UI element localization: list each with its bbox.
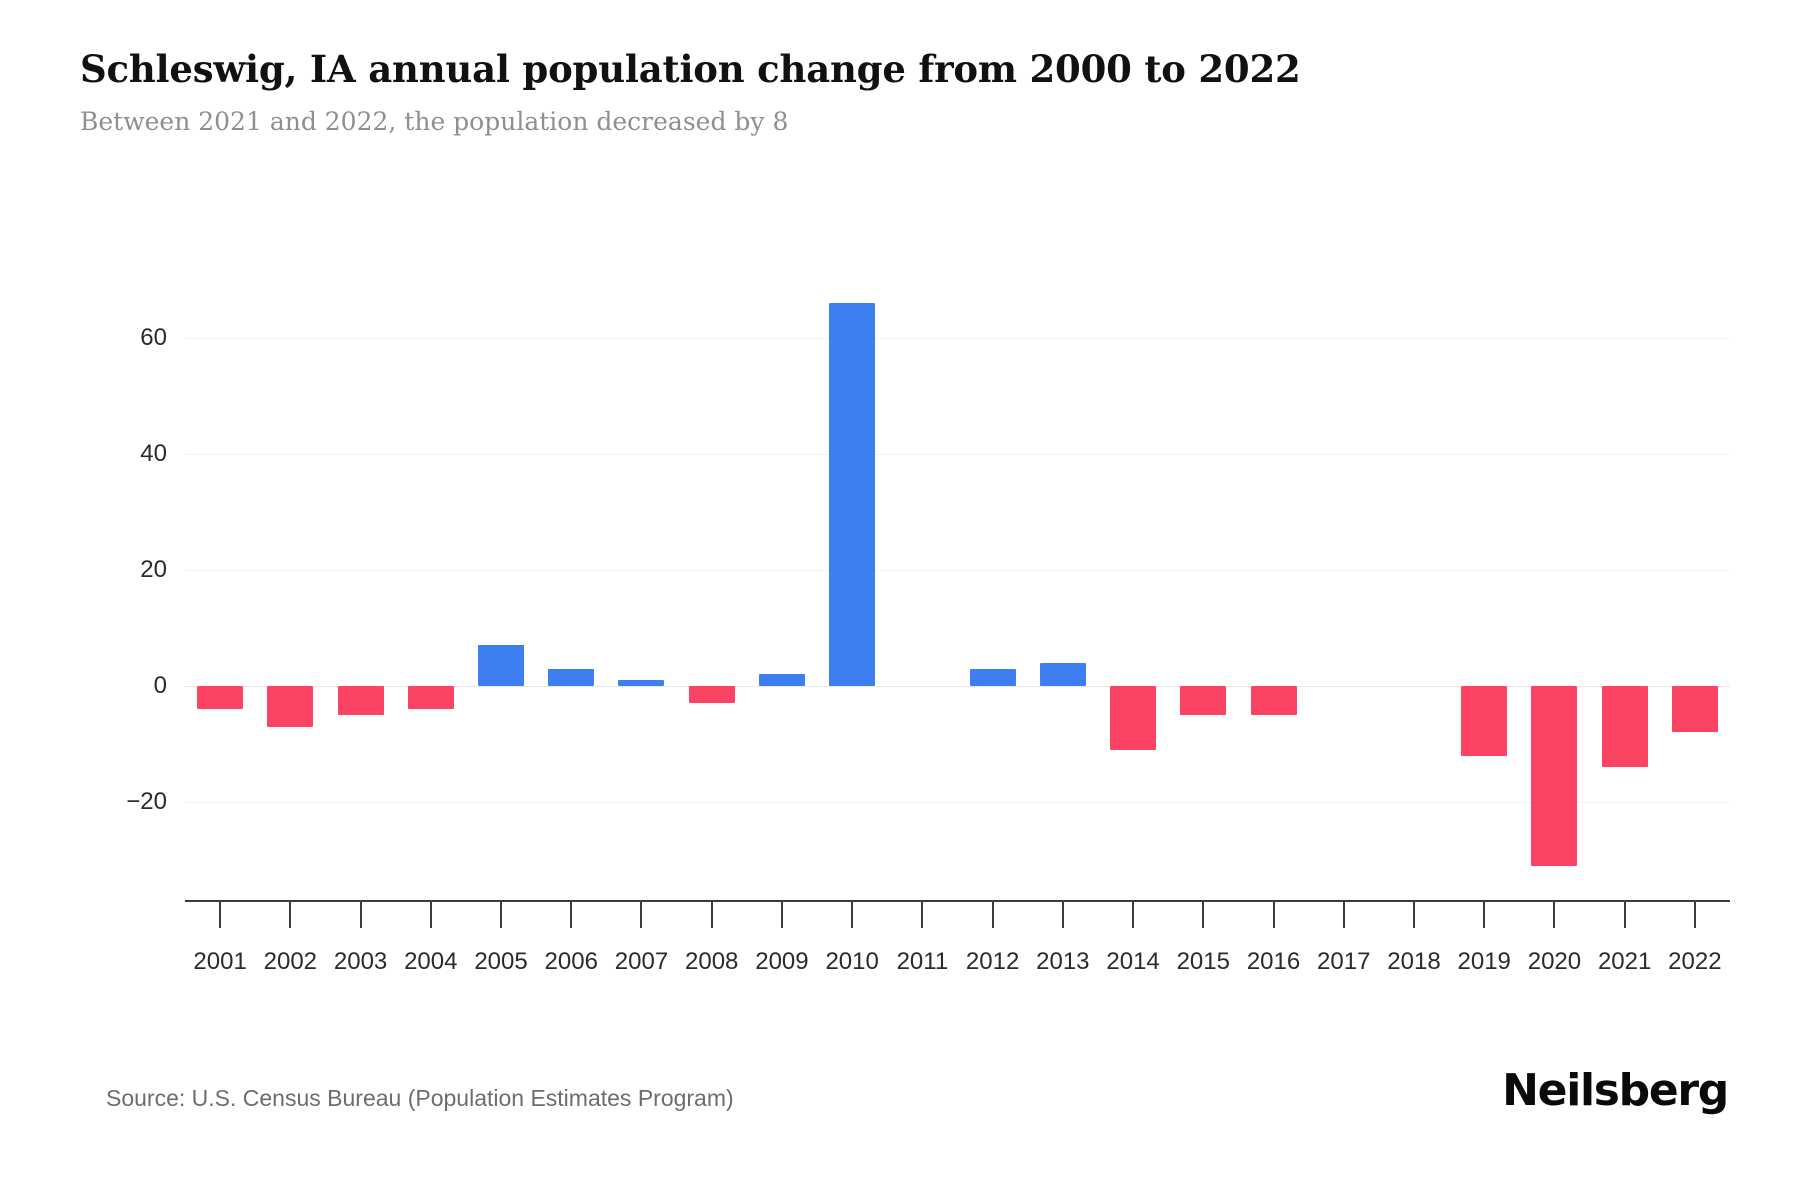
x-tick-2022 [1693,900,1696,928]
bar-2005[interactable] [478,645,525,686]
x-tick-label: 2006 [544,948,598,975]
x-tick-2012 [991,900,994,928]
x-tick-label: 2014 [1106,948,1160,975]
chart-subtitle: Between 2021 and 2022, the population de… [80,106,789,136]
bar-2001[interactable] [197,686,244,710]
x-tick-2006 [570,900,573,928]
y-tick-label: 20 [140,556,167,583]
x-tick-2016 [1272,900,1275,928]
x-tick-label: 2001 [193,948,247,975]
bar-2012[interactable] [969,668,1016,686]
x-tick-label: 2020 [1527,948,1582,975]
x-tick-2002 [289,900,292,928]
x-tick-2011 [921,900,924,928]
bar-2021[interactable] [1601,686,1648,768]
bar-2015[interactable] [1180,686,1227,715]
x-tick-label: 2008 [685,948,739,975]
x-tick-2001 [219,900,222,928]
x-axis-line [185,900,1730,902]
x-tick-2020 [1553,900,1556,928]
y-tick-label: 60 [140,324,167,351]
x-tick-label: 2010 [825,948,879,975]
bar-2016[interactable] [1250,686,1297,715]
x-tick-label: 2016 [1246,948,1301,975]
bar-2013[interactable] [1039,662,1086,686]
bar-2010[interactable] [829,303,876,686]
x-tick-label: 2007 [614,948,669,975]
bar-2003[interactable] [337,686,384,715]
x-tick-label: 2017 [1317,948,1371,975]
bar-2006[interactable] [548,668,595,686]
x-tick-2005 [500,900,503,928]
x-tick-2018 [1412,900,1415,928]
y-tick-label: −20 [126,788,167,815]
source-note: Source: U.S. Census Bureau (Population E… [106,1085,734,1111]
x-tick-2015 [1202,900,1205,928]
x-tick-2008 [710,900,713,928]
bar-2009[interactable] [758,674,805,686]
x-tick-2013 [1061,900,1064,928]
bar-2014[interactable] [1110,686,1157,750]
bar-2019[interactable] [1461,686,1508,756]
gridline-40 [185,454,1730,455]
bar-2020[interactable] [1531,686,1578,866]
gridline--20 [185,802,1730,803]
x-tick-label: 2003 [333,948,388,975]
x-tick-label: 2012 [965,948,1020,975]
x-tick-label: 2019 [1457,948,1511,975]
gridline-20 [185,570,1730,571]
x-tick-2003 [359,900,362,928]
gridline-60 [185,338,1730,339]
x-tick-2004 [429,900,432,928]
x-tick-2019 [1483,900,1486,928]
x-tick-label: 2002 [263,948,318,975]
page-title: Schleswig, IA annual population change f… [80,47,1301,91]
x-tick-label: 2021 [1597,948,1652,975]
x-tick-2009 [780,900,783,928]
x-tick-label: 2004 [404,948,458,975]
x-tick-label: 2022 [1668,948,1722,975]
zero-baseline [185,686,1730,687]
chart-header: Schleswig, IA annual population change f… [80,48,1680,137]
bar-2007[interactable] [618,680,665,686]
brand-logo: Neilsberg [1502,1065,1729,1116]
x-tick-label: 2009 [755,948,809,975]
x-tick-label: 2018 [1387,948,1441,975]
x-tick-2007 [640,900,643,928]
bar-2022[interactable] [1671,686,1718,733]
bar-2002[interactable] [267,686,314,727]
bar-2004[interactable] [407,686,454,710]
bar-2008[interactable] [688,686,735,704]
x-tick-2021 [1623,900,1626,928]
x-tick-2017 [1342,900,1345,928]
x-tick-label: 2011 [896,948,949,975]
x-tick-label: 2015 [1176,948,1230,975]
x-tick-label: 2005 [474,948,528,975]
y-tick-label: 40 [140,440,167,467]
x-tick-2010 [851,900,854,928]
x-tick-2014 [1132,900,1135,928]
x-tick-label: 2013 [1036,948,1090,975]
y-tick-label: 0 [153,672,167,699]
